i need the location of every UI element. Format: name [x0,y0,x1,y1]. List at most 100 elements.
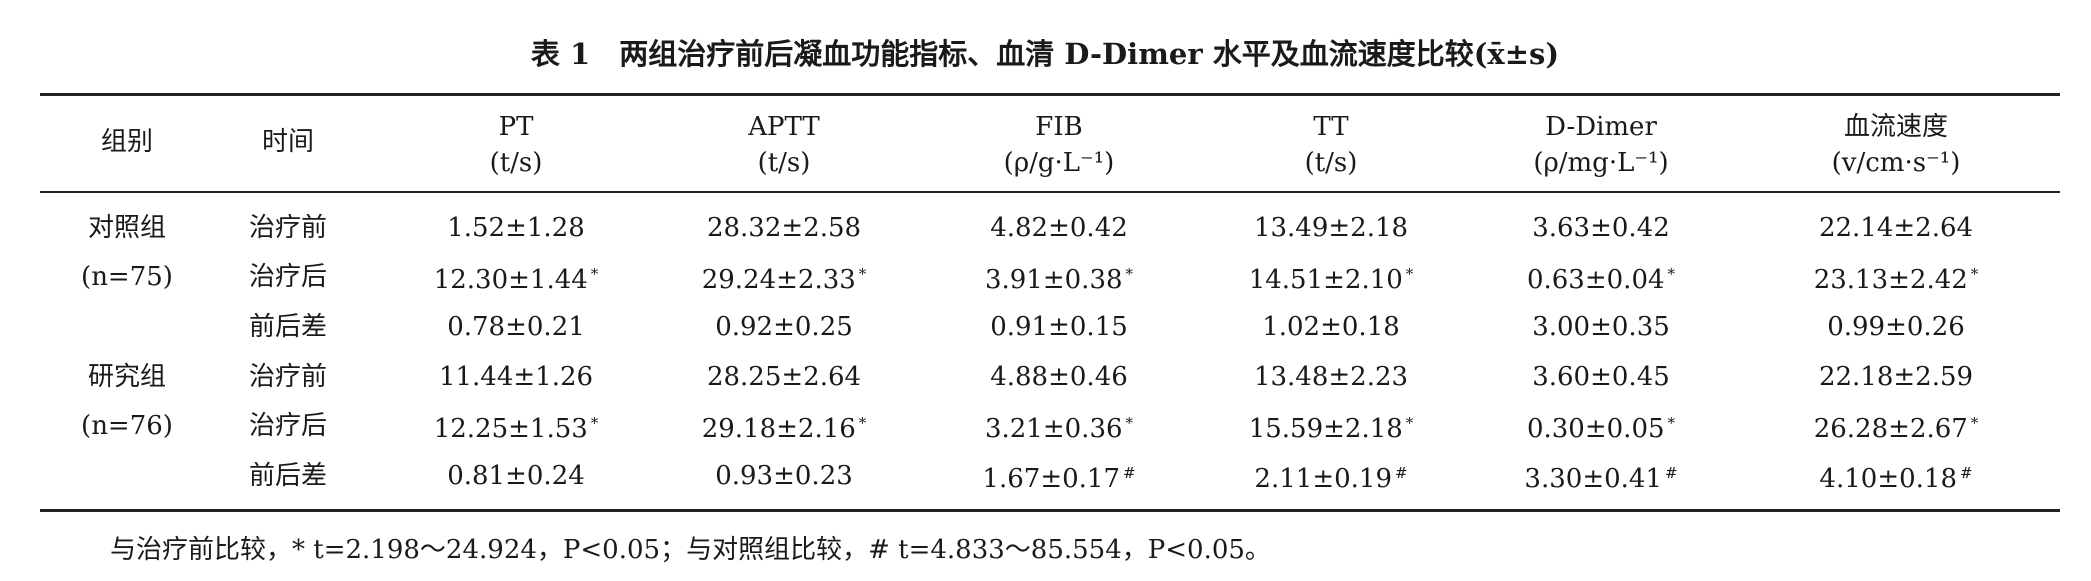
column-unit: (ρ/g·L⁻¹) [1003,148,1115,178]
group-n: (n=76) [81,411,173,441]
footnote: 与治疗前比较，* t=2.198～24.924，P<0.05；与对照组比较，# … [110,535,1271,565]
cell: 3.21±0.36 * [985,408,1133,444]
cell: 0.81±0.24 [447,461,585,491]
cell: 4.82±0.42 [990,213,1128,243]
cell: 29.18±2.16 * [702,408,867,444]
column-label: PT [498,112,534,142]
time-label: 前后差 [248,312,328,342]
cell-value: 0.30±0.05 [1526,414,1665,444]
significance-mark: * [858,265,867,283]
cell-value: 23.13±2.42 [1813,265,1968,295]
column-unit: (t/s) [489,148,543,178]
column-label: FIB [1035,112,1083,142]
cell: 11.44±1.26 [439,362,593,392]
cell-value: 0.93±0.23 [715,461,853,491]
cell: 22.14±2.64 [1819,213,1973,243]
significance-mark: # [1665,464,1678,482]
significance-mark: * [1970,414,1979,432]
time-label: 前后差 [248,461,328,491]
table-title: 表 1 两组治疗前后凝血功能指标、血清 D-Dimer 水平及血流速度比较(x̄… [530,37,1560,71]
cell: 3.63±0.42 [1532,213,1670,243]
significance-mark: * [1405,265,1414,283]
cell: 0.91±0.15 [990,312,1128,342]
cell: 1.67±0.17 # [982,458,1135,494]
cell: 13.48±2.23 [1254,362,1408,392]
cell: 28.25±2.64 [707,362,861,392]
cell: 0.30±0.05 * [1527,408,1675,444]
column-label: 组别 [100,127,154,157]
cell: 13.49±2.18 [1254,213,1408,243]
cell: 2.11±0.19 # [1254,458,1407,494]
cell: 0.92±0.25 [715,312,853,342]
significance-mark: * [1667,414,1676,432]
cell: 22.18±2.59 [1819,362,1973,392]
time-label: 治疗后 [248,411,328,441]
cell-value: 12.25±1.53 [433,414,588,444]
group-name: 对照组 [87,213,167,243]
significance-mark: * [858,414,867,432]
group-name: 研究组 [87,362,167,392]
cell: 4.10±0.18 # [1819,458,1972,494]
time-label: 治疗前 [248,213,328,243]
significance-mark: * [1405,414,1414,432]
cell-value: 28.32±2.58 [706,213,862,243]
header-rule [40,191,2060,193]
cell-value: 11.44±1.26 [438,362,594,392]
column-unit: (v/cm·s⁻¹) [1831,148,1961,178]
cell: 0.78±0.21 [447,312,585,342]
cell: 0.63±0.04 * [1527,259,1675,295]
cell: 28.32±2.58 [707,213,861,243]
cell: 3.60±0.45 [1532,362,1670,392]
group-n: (n=75) [81,262,173,292]
significance-mark: # [1395,464,1408,482]
cell-value: 4.88±0.46 [990,362,1128,392]
cell-value: 1.02±0.18 [1262,312,1400,342]
significance-mark: * [1125,265,1134,283]
cell-value: 0.81±0.24 [447,461,585,491]
cell-value: 0.78±0.21 [447,312,585,342]
significance-mark: * [590,265,599,283]
bottom-rule [40,509,2060,512]
cell-value: 4.10±0.18 [1819,464,1957,494]
cell-value: 14.51±2.10 [1248,265,1403,295]
cell-value: 0.63±0.04 [1526,265,1665,295]
cell-value: 22.14±2.64 [1818,213,1974,243]
cell: 12.30±1.44 * [434,259,599,295]
cell-value: 1.52±1.28 [447,213,585,243]
cell-value: 26.28±2.67 [1813,414,1968,444]
cell-value: 3.91±0.38 [984,265,1123,295]
cell: 14.51±2.10 * [1249,259,1414,295]
cell: 29.24±2.33 * [702,259,867,295]
column-unit: (t/s) [1304,148,1358,178]
column-unit: (t/s) [757,148,811,178]
significance-mark: # [1960,464,1973,482]
cell: 1.52±1.28 [447,213,585,243]
cell: 12.25±1.53 * [434,408,599,444]
significance-mark: * [1125,414,1134,432]
column-label: 时间 [261,127,315,157]
cell: 23.13±2.42 * [1814,259,1979,295]
column-label: 血流速度 [1843,112,1949,142]
cell-value: 15.59±2.18 [1248,414,1403,444]
cell: 15.59±2.18 * [1249,408,1414,444]
cell: 1.02±0.18 [1262,312,1400,342]
cell-value: 28.25±2.64 [706,362,862,392]
cell-value: 0.99±0.26 [1827,312,1965,342]
cell-value: 3.21±0.36 [984,414,1123,444]
cell-value: 12.30±1.44 [433,265,588,295]
top-rule [40,93,2060,96]
column-unit: (ρ/mg·L⁻¹) [1533,148,1669,178]
cell-value: 3.30±0.41 [1524,464,1662,494]
significance-mark: * [1667,265,1676,283]
cell-value: 1.67±0.17 [982,464,1120,494]
column-label: TT [1313,112,1349,142]
cell: 3.00±0.35 [1532,312,1670,342]
cell-value: 22.18±2.59 [1818,362,1974,392]
cell-value: 29.24±2.33 [701,265,856,295]
cell: 26.28±2.67 * [1814,408,1979,444]
significance-mark: * [1970,265,1979,283]
time-label: 治疗前 [248,362,328,392]
cell: 0.93±0.23 [715,461,853,491]
cell-value: 0.91±0.15 [990,312,1128,342]
